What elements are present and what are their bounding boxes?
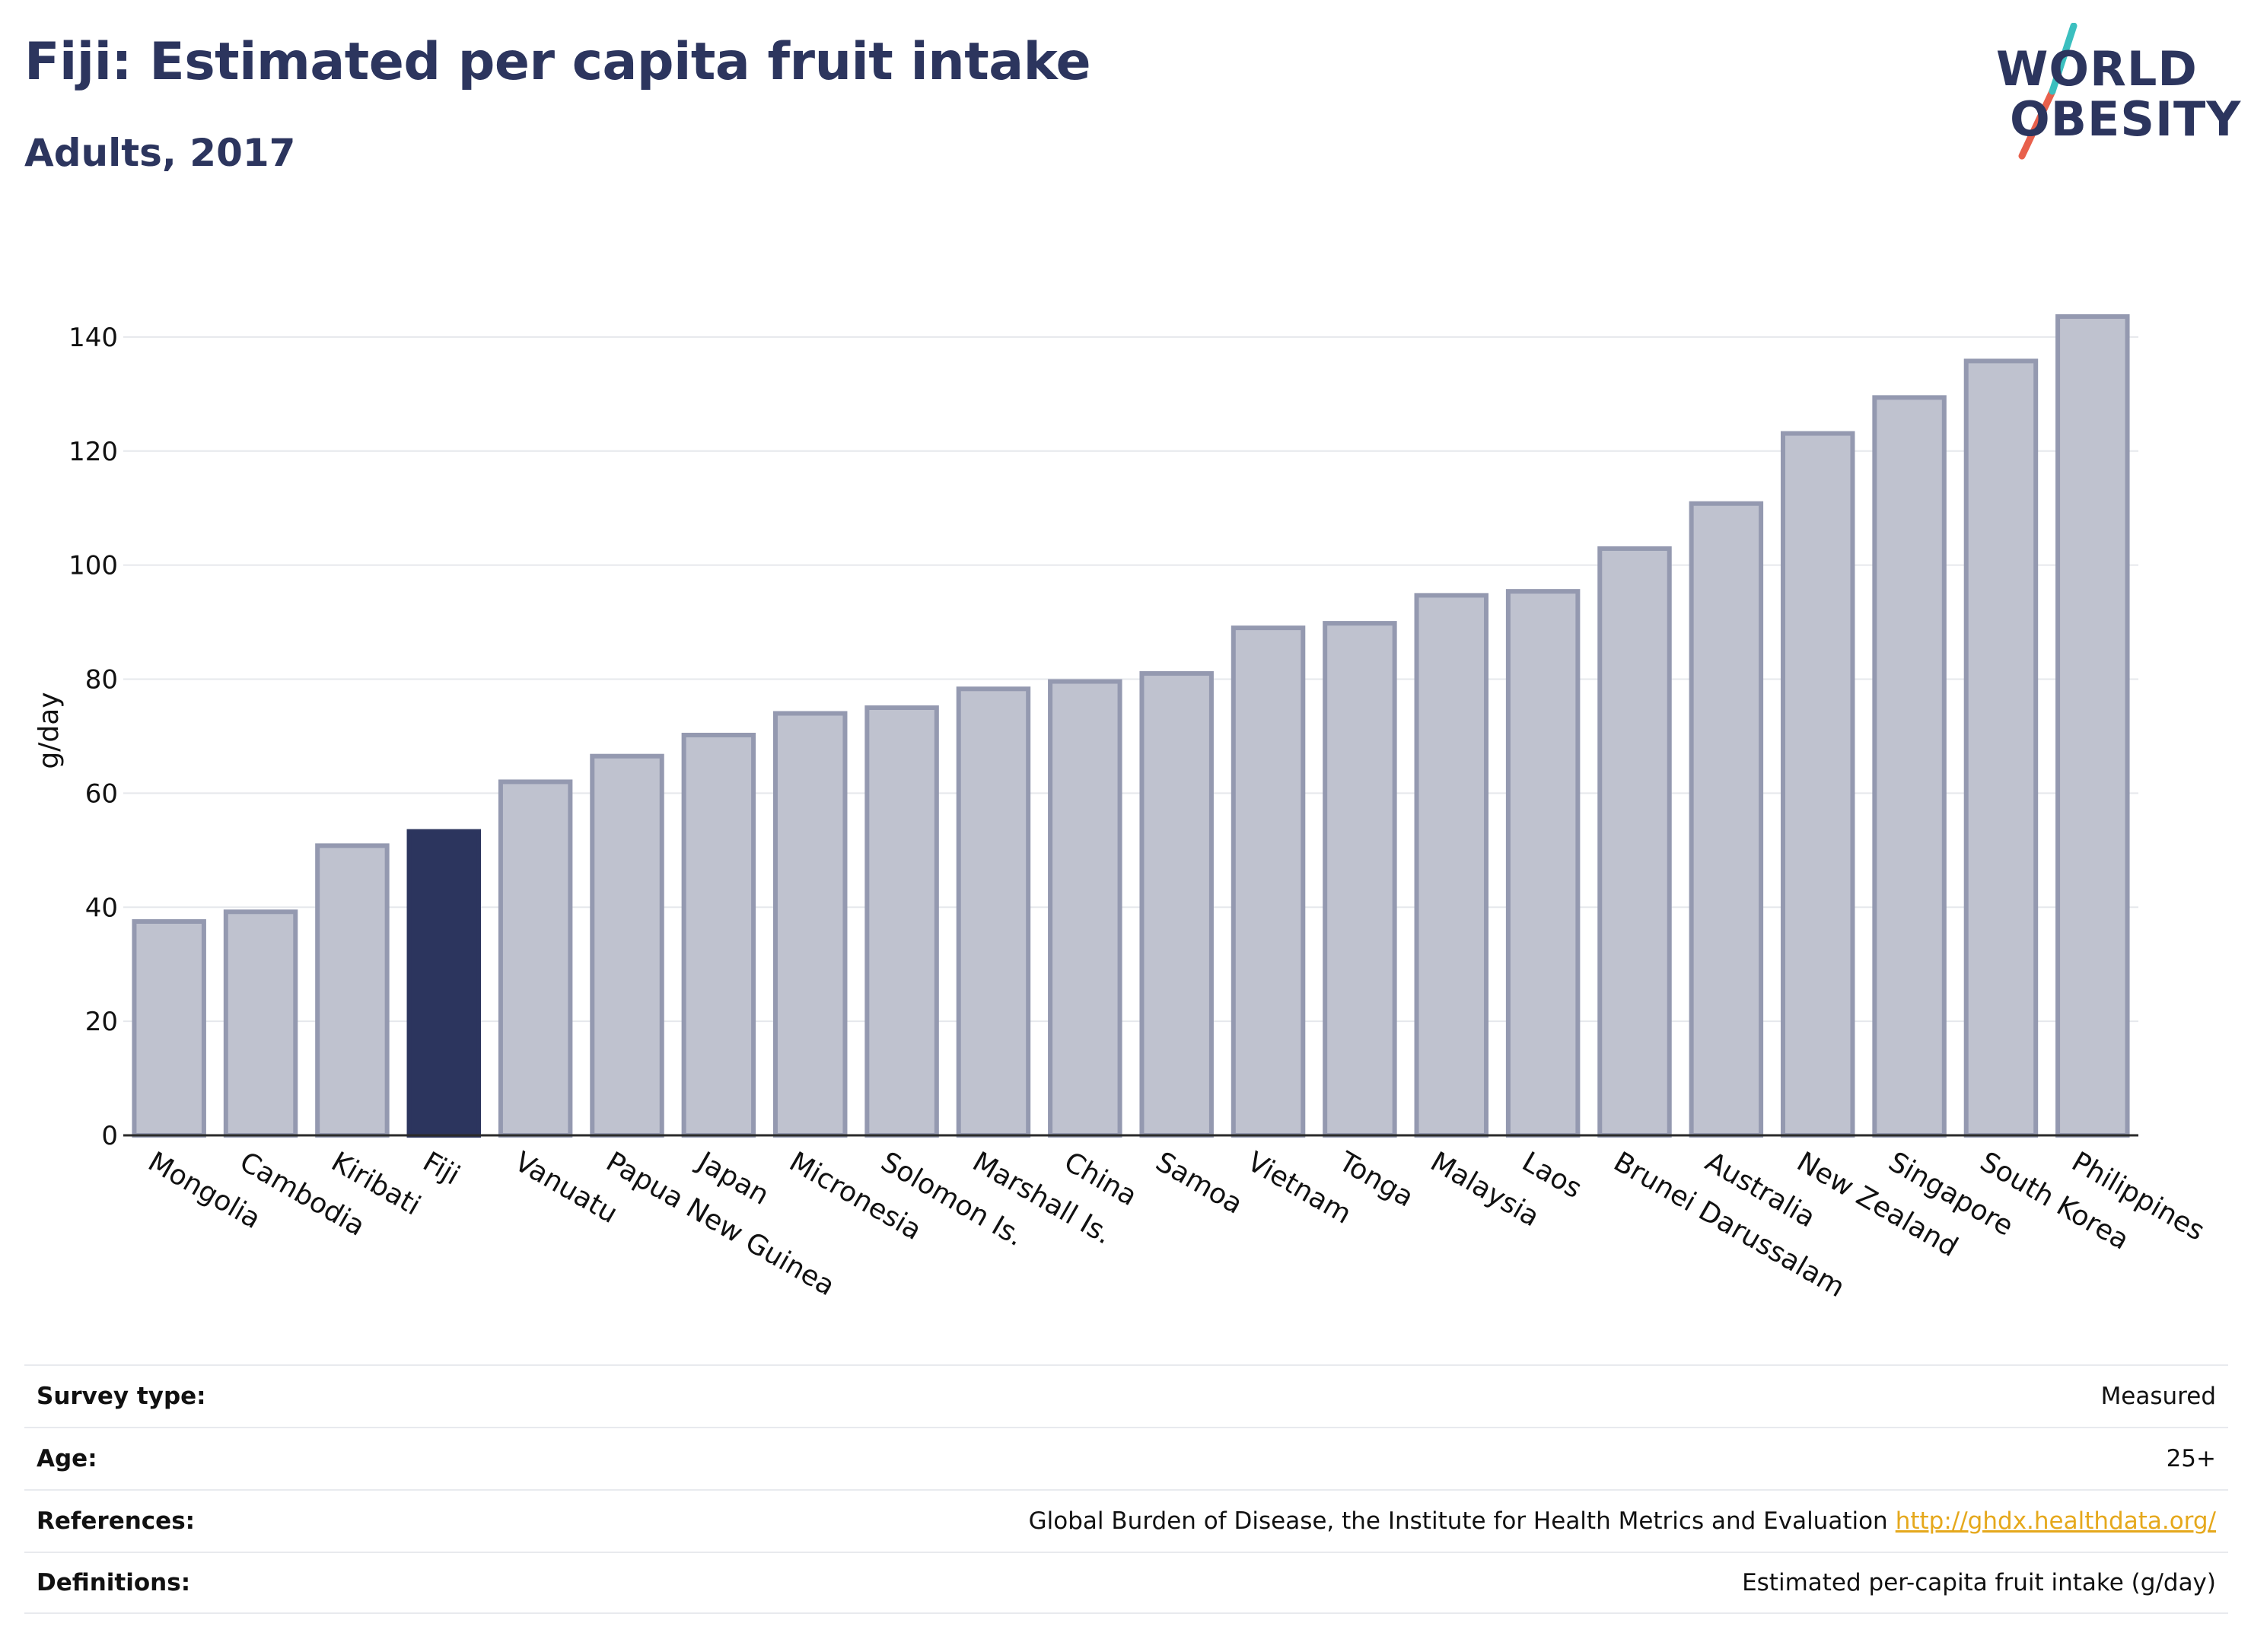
- meta-label: Age:: [37, 1445, 97, 1472]
- world-obesity-logo: WORLD OBESITY: [1990, 22, 2242, 160]
- y-tick-label: 120: [68, 437, 118, 467]
- y-tick-label: 80: [85, 665, 118, 695]
- y-axis-label: g/day: [33, 692, 65, 769]
- bar-solomon-is: [864, 705, 939, 1138]
- bar-tonga: [1323, 621, 1397, 1138]
- logo-slash-icon: [2018, 22, 2077, 160]
- bar-philippines: [2055, 314, 2130, 1138]
- meta-row-survey-type: Survey type: Measured: [24, 1364, 2228, 1427]
- bar-south-korea: [1963, 358, 2039, 1138]
- y-tick-label: 40: [85, 893, 118, 923]
- x-tick-label: Samoa: [1151, 1146, 1248, 1221]
- meta-label: References:: [37, 1507, 196, 1535]
- bar-malaysia: [1414, 593, 1489, 1138]
- meta-label: Survey type:: [37, 1383, 206, 1410]
- bar-vanuatu: [498, 779, 573, 1138]
- meta-value: Measured: [2100, 1383, 2216, 1410]
- reference-text: Global Burden of Disease, the Institute …: [1028, 1507, 1888, 1535]
- bar-marshall-is: [956, 686, 1031, 1138]
- logo-line-2: OBESITY: [2010, 91, 2242, 147]
- bar-brunei-darussalam: [1597, 546, 1672, 1138]
- bars: [132, 314, 2130, 1138]
- bar-fiji: [406, 829, 482, 1138]
- y-tick-label: 100: [68, 551, 118, 581]
- bar-china: [1048, 679, 1122, 1138]
- metadata-table: Survey type: Measured Age: 25+ Reference…: [24, 1364, 2228, 1614]
- meta-row-references: References: Global Burden of Disease, th…: [24, 1489, 2228, 1552]
- meta-value: 25+: [2166, 1445, 2216, 1472]
- bar-mongolia: [132, 919, 206, 1138]
- bar-laos: [1505, 589, 1581, 1138]
- bar-japan: [681, 732, 756, 1138]
- x-tick-label: Vanuatu: [509, 1146, 622, 1230]
- bar-australia: [1689, 501, 1764, 1138]
- bar-new-zealand: [1780, 431, 1855, 1138]
- bar-kiribati: [315, 843, 390, 1138]
- bar-singapore: [1872, 395, 1947, 1138]
- meta-value: Estimated per-capita fruit intake (g/day…: [1742, 1569, 2216, 1596]
- y-tick-label: 60: [85, 778, 118, 809]
- y-tick-label: 140: [68, 323, 118, 353]
- x-tick-label: Fiji: [418, 1146, 465, 1192]
- x-tick-label: Vietnam: [1242, 1146, 1356, 1230]
- y-tick-label: 20: [85, 1007, 118, 1037]
- y-axis-ticks: 0 20 40 60 80 100 120 140: [68, 323, 118, 1151]
- reference-link[interactable]: http://ghdx.healthdata.org/: [1895, 1507, 2216, 1535]
- meta-row-definitions: Definitions: Estimated per-capita fruit …: [24, 1552, 2228, 1614]
- chart-title: Fiji: Estimated per capita fruit intake: [24, 32, 1091, 92]
- meta-row-age: Age: 25+: [24, 1427, 2228, 1489]
- bar-papua-new-guinea: [590, 753, 664, 1138]
- bar-micronesia: [772, 711, 848, 1138]
- logo-line-1: WORLD: [1996, 41, 2198, 97]
- meta-value-references: Global Burden of Disease, the Institute …: [1029, 1507, 2216, 1535]
- y-tick-label: 0: [101, 1121, 118, 1151]
- meta-label: Definitions:: [37, 1569, 191, 1596]
- chart-subtitle: Adults, 2017: [24, 131, 296, 175]
- bar-vietnam: [1231, 625, 1306, 1138]
- bar-cambodia: [223, 909, 298, 1138]
- bar-samoa: [1139, 671, 1214, 1138]
